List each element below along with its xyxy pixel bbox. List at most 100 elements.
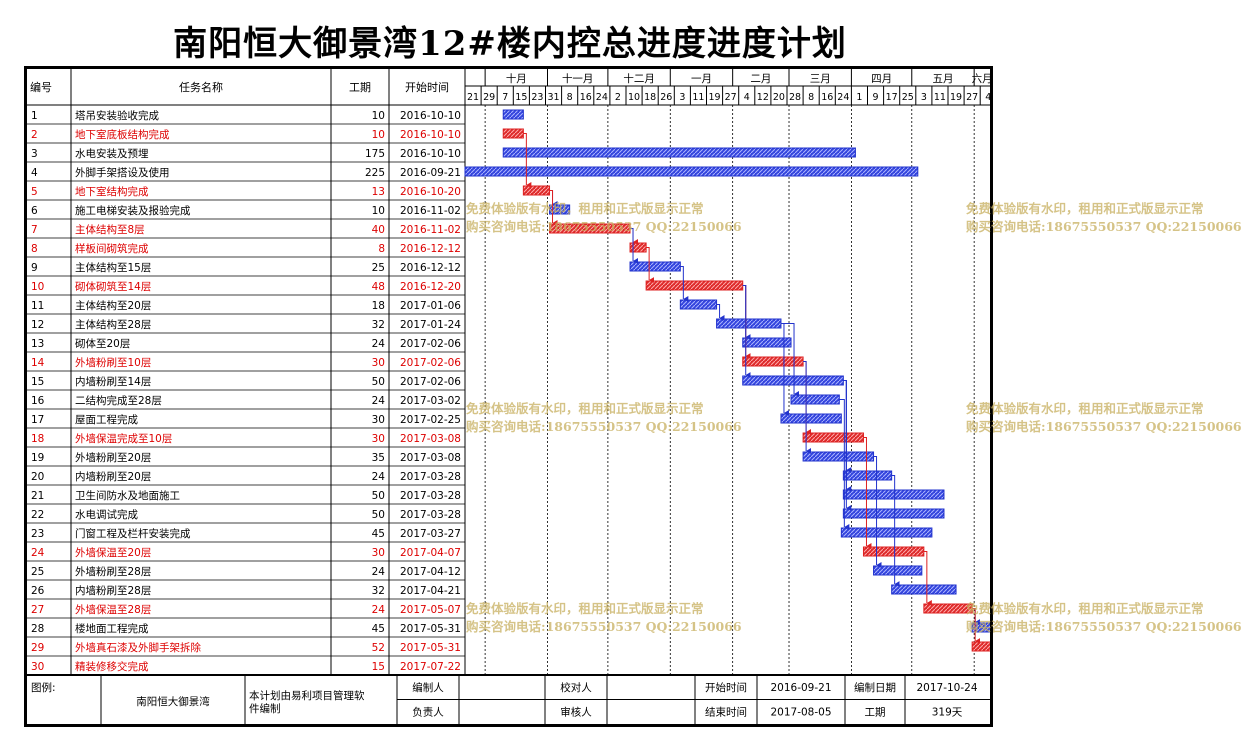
table-row[interactable]: 30 精装修移交完成 15 2017-07-22 [31, 660, 461, 673]
gantt-bar[interactable] [549, 204, 571, 215]
table-row[interactable]: 28 楼地面工程完成 45 2017-05-31 [31, 622, 461, 635]
task-id: 3 [31, 148, 38, 160]
gantt-bar[interactable] [629, 242, 647, 253]
table-row[interactable]: 26 内墙粉刷至28层 32 2017-04-21 [31, 584, 461, 597]
gantt-bar[interactable] [840, 527, 933, 538]
task-name: 外墙粉刷至10层 [75, 356, 151, 369]
gantt-bar[interactable] [971, 622, 990, 633]
task-id: 23 [31, 528, 44, 540]
task-name: 主体结构至15层 [75, 261, 151, 274]
table-row[interactable]: 4 外脚手架搭设及使用 225 2016-09-21 [31, 166, 461, 179]
task-id: 30 [31, 661, 44, 673]
task-start-time: 2017-05-31 [400, 642, 461, 654]
table-row[interactable]: 16 二结构完成至28层 24 2017-03-02 [31, 394, 461, 407]
task-name: 施工电梯安装及报验完成 [75, 204, 191, 217]
edit-date-value: 2017-10-24 [916, 682, 977, 694]
gantt-bar[interactable] [802, 451, 875, 462]
gantt-bar[interactable] [923, 603, 973, 614]
gantt-bar[interactable] [842, 470, 893, 481]
gantt-bar[interactable] [502, 147, 856, 158]
table-row[interactable]: 11 主体结构至20层 18 2017-01-06 [31, 299, 461, 312]
gantt-bar[interactable] [549, 223, 631, 234]
task-duration: 48 [372, 281, 385, 293]
table-row[interactable]: 2 地下室底板结构完成 10 2016-10-10 [31, 128, 461, 141]
table-row[interactable]: 1 塔吊安装验收完成 10 2016-10-10 [31, 109, 461, 122]
day-tick-label: 15 [515, 92, 527, 103]
table-row[interactable]: 24 外墙保温至20层 30 2017-04-07 [31, 546, 461, 559]
task-start-time: 2016-12-12 [400, 262, 461, 274]
table-row[interactable]: 13 砌体至20层 24 2017-02-06 [31, 338, 461, 350]
task-start-time: 2017-03-28 [400, 471, 461, 483]
task-start-time: 2017-01-24 [400, 319, 461, 331]
gantt-bar[interactable] [842, 508, 945, 519]
day-tick-label: 3 [921, 92, 927, 103]
table-row[interactable]: 5 地下室结构完成 13 2016-10-20 [31, 185, 461, 198]
task-duration: 30 [372, 357, 385, 369]
owner-label: 负责人 [412, 706, 444, 719]
gantt-bar[interactable] [862, 546, 925, 557]
task-start-time: 2016-09-21 [400, 167, 461, 179]
task-start-time: 2017-04-21 [400, 585, 461, 597]
gantt-bar[interactable] [873, 565, 923, 576]
gantt-bar[interactable] [742, 337, 792, 348]
gantt-bar[interactable] [780, 413, 842, 424]
table-row[interactable]: 12 主体结构至28层 32 2017-01-24 [31, 318, 461, 331]
gantt-bar[interactable] [522, 185, 551, 196]
table-row[interactable]: 18 外墙保温完成至10层 30 2017-03-08 [31, 432, 461, 445]
dependency-link [549, 190, 558, 226]
table-row[interactable]: 19 外墙粉刷至20层 35 2017-03-08 [31, 451, 461, 464]
table-row[interactable]: 6 施工电梯安装及报验完成 10 2016-11-02 [31, 204, 461, 217]
task-start-time: 2016-10-20 [400, 186, 461, 198]
edit-date-label: 编制日期 [854, 681, 896, 694]
table-row[interactable]: 10 砌体砌筑至14层 48 2016-12-20 [31, 280, 461, 293]
dependency-link [803, 361, 812, 454]
task-id: 20 [31, 471, 44, 483]
table-row[interactable]: 14 外墙粉刷至10层 30 2017-02-06 [31, 356, 461, 369]
table-row[interactable]: 20 内墙粉刷至20层 24 2017-03-28 [31, 470, 461, 483]
task-id: 27 [31, 604, 44, 616]
dependency-link [646, 247, 655, 283]
table-row[interactable]: 3 水电安装及预埋 175 2016-10-10 [31, 147, 461, 160]
task-start-time: 2017-02-06 [400, 357, 461, 369]
month-label: 十月 [506, 72, 527, 85]
task-name: 砌体至20层 [75, 338, 130, 350]
gantt-bar[interactable] [464, 166, 919, 177]
gantt-bar[interactable] [891, 584, 957, 595]
gantt-bar[interactable] [502, 109, 524, 120]
table-row[interactable]: 22 水电调试完成 50 2017-03-28 [31, 508, 461, 521]
gantt-bar[interactable] [971, 641, 990, 652]
table-row[interactable]: 29 外墙真石漆及外脚手架拆除 52 2017-05-31 [31, 641, 461, 654]
table-row[interactable]: 7 主体结构至8层 40 2016-11-02 [31, 223, 461, 236]
table-row[interactable]: 9 主体结构至15层 25 2016-12-12 [31, 261, 461, 274]
table-row[interactable]: 25 外墙粉刷至28层 24 2017-04-12 [31, 565, 461, 578]
month-label: 二月 [750, 73, 771, 85]
task-id: 12 [31, 319, 44, 331]
table-row[interactable]: 17 屋面工程完成 30 2017-02-25 [31, 413, 461, 426]
day-tick-label: 26 [660, 92, 672, 103]
task-id: 21 [31, 490, 44, 502]
gantt-bar[interactable] [502, 128, 524, 139]
task-duration: 8 [378, 243, 385, 255]
gantt-bar[interactable] [716, 318, 782, 329]
gantt-bar[interactable] [629, 261, 681, 272]
dependency-link [523, 133, 532, 188]
gantt-bar[interactable] [842, 489, 945, 500]
day-tick-label: 17 [886, 92, 898, 103]
task-duration: 32 [372, 585, 385, 597]
gantt-bar[interactable] [802, 432, 864, 443]
month-label: 一月 [691, 73, 712, 85]
task-start-time: 2017-03-27 [400, 528, 461, 540]
gantt-bar[interactable] [790, 394, 840, 405]
table-row[interactable]: 21 卫生间防水及地面施工 50 2017-03-28 [31, 489, 461, 502]
table-row[interactable]: 27 外墙保温至28层 24 2017-05-07 [31, 603, 461, 616]
table-row[interactable]: 23 门窗工程及栏杆安装完成 45 2017-03-27 [31, 527, 461, 540]
task-duration: 13 [372, 186, 385, 198]
table-row[interactable]: 8 样板间砌筑完成 8 2016-12-12 [31, 242, 461, 255]
task-id: 17 [31, 414, 44, 426]
gantt-bar[interactable] [645, 280, 744, 291]
table-row[interactable]: 15 内墙粉刷至14层 50 2017-02-06 [31, 375, 461, 388]
footer-duration-label: 工期 [865, 707, 886, 719]
task-start-time: 2017-03-28 [400, 509, 461, 521]
gantt-bar[interactable] [742, 375, 844, 386]
gantt-bar[interactable] [679, 299, 718, 310]
